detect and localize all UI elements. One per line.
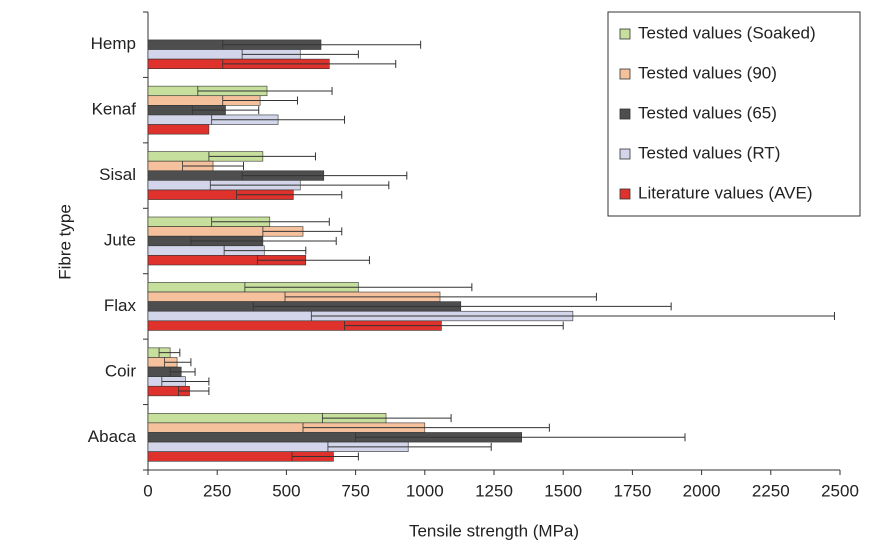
x-tick-label: 1750 bbox=[613, 481, 651, 500]
y-tick-label: Flax bbox=[104, 296, 137, 315]
legend-label: Tested values (RT) bbox=[638, 143, 780, 162]
legend-label: Literature values (AVE) bbox=[638, 183, 812, 202]
y-tick-label: Sisal bbox=[99, 165, 136, 184]
y-axis-label: Fibre type bbox=[55, 204, 74, 280]
legend-label: Tested values (Soaked) bbox=[638, 23, 816, 42]
x-tick-label: 250 bbox=[203, 481, 231, 500]
y-tick-label: Jute bbox=[104, 230, 136, 249]
legend-swatch bbox=[619, 108, 631, 120]
x-axis-label: Tensile strength (MPa) bbox=[409, 521, 579, 540]
x-tick-label: 2250 bbox=[752, 481, 790, 500]
x-tick-label: 0 bbox=[143, 481, 152, 500]
legend-swatch bbox=[619, 68, 631, 80]
bar bbox=[147, 124, 210, 135]
legend-swatch bbox=[619, 148, 631, 160]
legend-label: Tested values (90) bbox=[638, 63, 777, 82]
legend-swatch bbox=[619, 188, 631, 200]
x-tick-label: 1000 bbox=[406, 481, 444, 500]
y-tick-label: Abaca bbox=[88, 427, 137, 446]
legend-box bbox=[607, 11, 861, 217]
y-tick-label: Kenaf bbox=[92, 100, 137, 119]
legend-swatch bbox=[619, 28, 631, 40]
legend-label: Tested values (65) bbox=[638, 103, 777, 122]
x-tick-label: 750 bbox=[341, 481, 369, 500]
x-tick-label: 1250 bbox=[475, 481, 513, 500]
x-tick-label: 500 bbox=[272, 481, 300, 500]
x-tick-label: 1500 bbox=[544, 481, 582, 500]
y-tick-label: Hemp bbox=[91, 34, 136, 53]
y-tick-label: Coir bbox=[105, 361, 137, 380]
x-tick-label: 2000 bbox=[683, 481, 721, 500]
x-tick-label: 2500 bbox=[821, 481, 859, 500]
